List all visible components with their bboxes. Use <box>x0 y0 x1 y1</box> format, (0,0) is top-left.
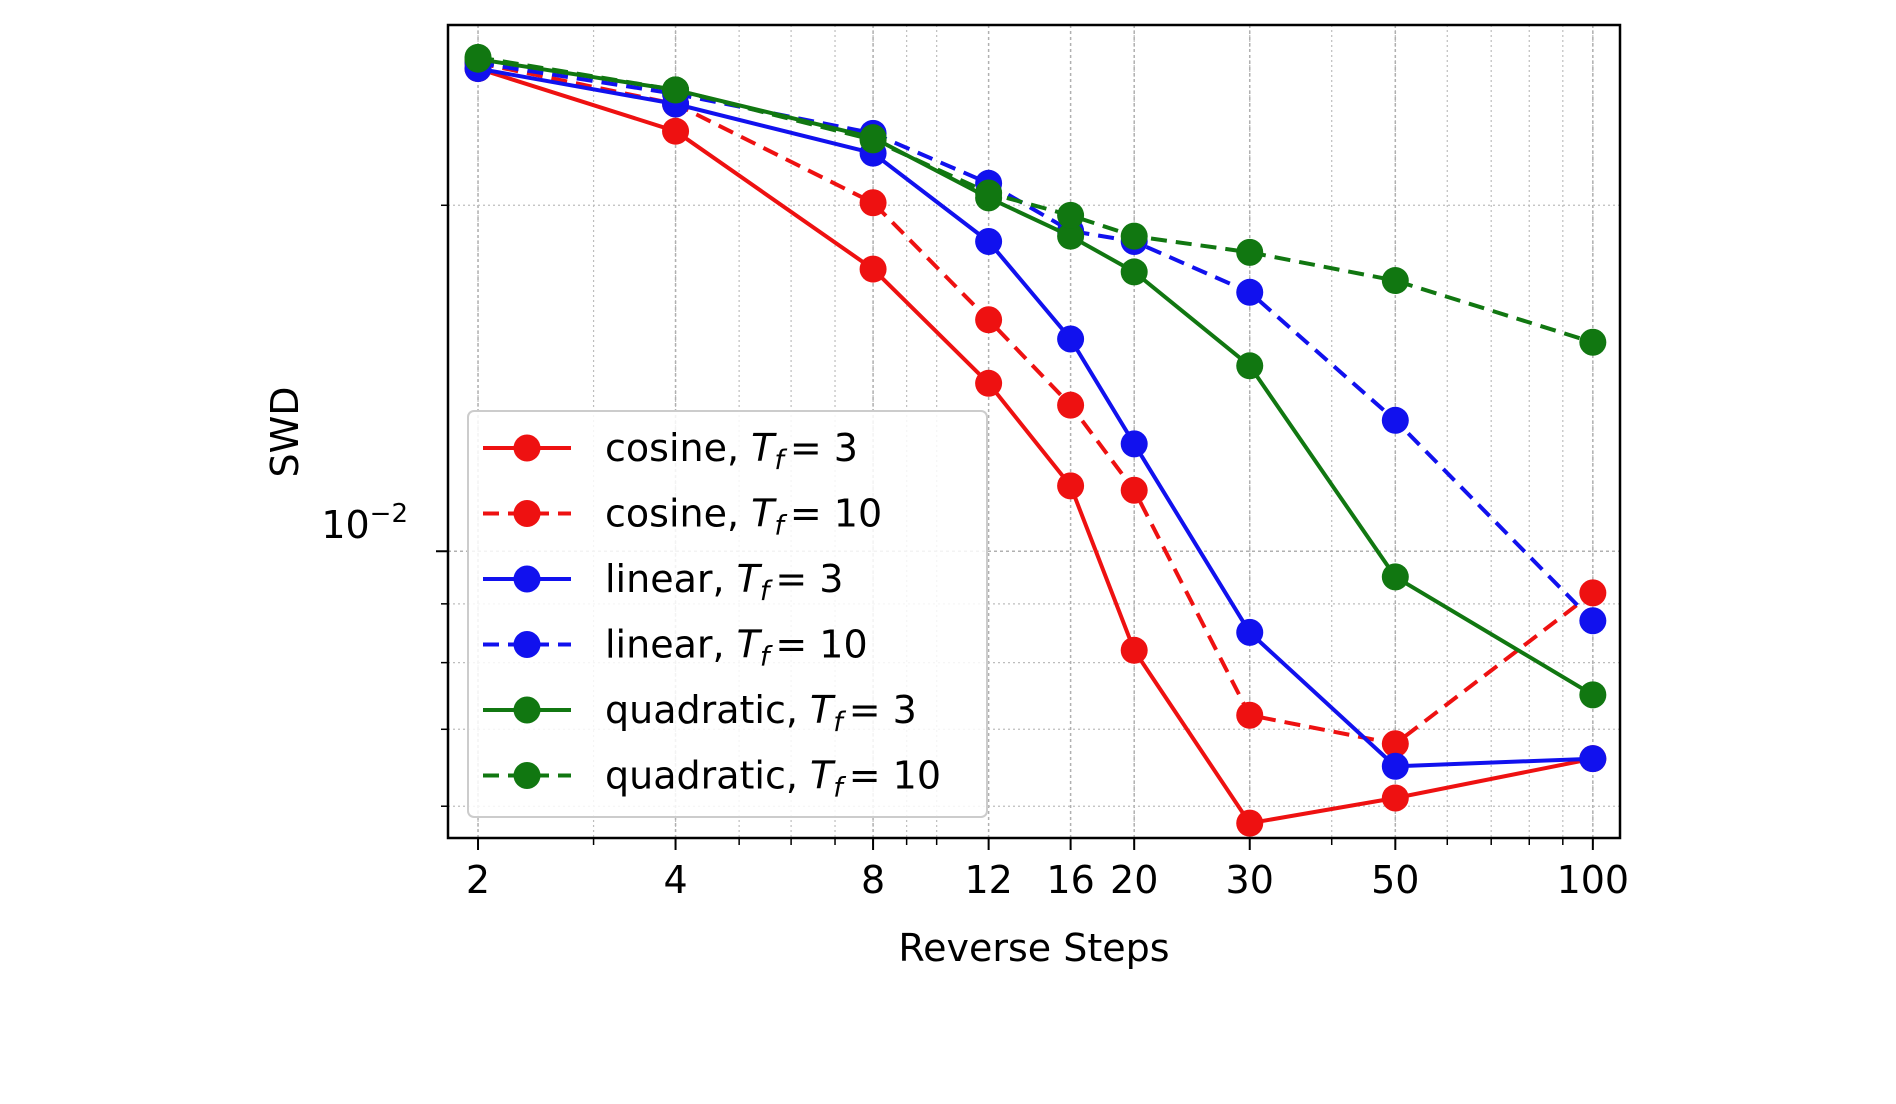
data-point <box>1236 618 1264 646</box>
legend-marker <box>513 500 541 527</box>
data-point <box>1120 258 1148 286</box>
legend-label-prefix: cosine, <box>605 426 751 470</box>
x-tick-label: 100 <box>1557 858 1630 902</box>
data-point <box>1057 391 1085 419</box>
legend-label-math: T <box>810 754 836 798</box>
x-tick-label: 16 <box>1046 858 1094 902</box>
data-point <box>1381 730 1409 758</box>
axis-ticks: 2 4 8 12 16 20 30 50 100 <box>436 204 1630 902</box>
data-point <box>1236 352 1264 380</box>
series-group <box>464 43 1607 837</box>
legend-label-math: T <box>751 492 777 536</box>
y-tick-label-major: 10−2 <box>321 499 408 547</box>
legend-item-5: quadratic, Tf = 10 <box>483 754 941 804</box>
axis-labels: Reverse Steps SWD 10−2 <box>263 387 1170 970</box>
legend-marker <box>513 565 541 593</box>
data-point <box>1057 201 1085 229</box>
legend-label-prefix: quadratic, <box>605 688 810 732</box>
data-point <box>1057 325 1085 353</box>
data-point <box>1236 278 1264 306</box>
x-tick-label: 12 <box>964 858 1012 902</box>
y-tick-exponent: −2 <box>370 499 408 529</box>
legend-label-prefix: linear, <box>605 623 737 667</box>
data-point <box>1236 238 1264 266</box>
legend-frame <box>467 410 988 818</box>
legend-label-value: = 10 <box>790 492 882 536</box>
data-point <box>1381 752 1409 780</box>
data-point <box>1057 472 1085 500</box>
legend-label: cosine, Tf = 10 <box>605 492 882 542</box>
data-point <box>1579 328 1607 356</box>
legend-label-value: = 10 <box>849 754 941 798</box>
data-point <box>1579 745 1607 773</box>
legend-label: quadratic, Tf = 10 <box>605 754 941 804</box>
data-point <box>975 179 1003 207</box>
legend-item-2: linear, Tf = 3 <box>483 557 844 607</box>
legend-label-prefix: quadratic, <box>605 754 810 798</box>
x-tick-label: 50 <box>1371 858 1419 902</box>
legend-label: cosine, Tf = 3 <box>605 426 858 476</box>
legend-item-3: linear, Tf = 10 <box>483 623 868 673</box>
y-axis-title: SWD <box>263 387 307 478</box>
legend-label-value: = 10 <box>775 623 867 667</box>
data-point <box>975 369 1003 397</box>
legend-item-1: cosine, Tf = 10 <box>483 492 882 542</box>
data-point <box>859 126 887 154</box>
data-point <box>1381 784 1409 812</box>
x-tick-label: 8 <box>861 858 885 902</box>
x-tick-label: 30 <box>1226 858 1274 902</box>
legend-label: linear, Tf = 10 <box>605 623 868 673</box>
legend-label-math: T <box>751 426 777 470</box>
x-tick-label: 4 <box>663 858 687 902</box>
data-point <box>1579 681 1607 709</box>
data-point <box>1381 406 1409 434</box>
legend-label-math: T <box>737 623 763 667</box>
data-point <box>1579 579 1607 607</box>
data-point <box>1236 701 1264 729</box>
data-point <box>1236 809 1264 837</box>
data-point <box>464 43 492 71</box>
data-point <box>859 255 887 283</box>
x-axis-title: Reverse Steps <box>898 926 1169 970</box>
x-tick-label: 2 <box>466 858 490 902</box>
data-point <box>1120 476 1148 504</box>
legend-label-value: = 3 <box>775 557 843 601</box>
legend-label-prefix: cosine, <box>605 492 751 536</box>
data-point <box>1381 563 1409 591</box>
legend-marker <box>513 631 541 658</box>
data-point <box>975 227 1003 255</box>
legend: cosine, Tf = 3 cosine, Tf = 10 linear, Tf = 3… <box>467 410 988 818</box>
legend-label-value: = 3 <box>849 688 917 732</box>
series-5 <box>464 43 1607 356</box>
data-point <box>662 117 690 145</box>
data-point <box>1057 222 1085 250</box>
legend-label: quadratic, Tf = 3 <box>605 688 917 738</box>
y-tick-base: 10 <box>321 503 369 547</box>
legend-label-prefix: linear, <box>605 557 737 601</box>
data-point <box>859 189 887 217</box>
data-point <box>662 76 690 104</box>
data-point <box>975 306 1003 334</box>
legend-label-math: T <box>810 688 836 732</box>
legend-marker <box>513 696 541 724</box>
data-point <box>1381 267 1409 295</box>
data-point <box>1120 636 1148 664</box>
legend-label: linear, Tf = 3 <box>605 557 844 607</box>
data-point <box>1120 430 1148 458</box>
x-tick-label: 20 <box>1110 858 1158 902</box>
legend-label-value: = 3 <box>790 426 858 470</box>
legend-item-4: quadratic, Tf = 3 <box>483 688 917 738</box>
legend-marker <box>513 434 541 462</box>
data-point <box>1120 222 1148 250</box>
data-point <box>1579 607 1607 635</box>
legend-marker <box>513 762 541 789</box>
legend-label-math: T <box>737 557 763 601</box>
plot-frame <box>446 23 1622 840</box>
